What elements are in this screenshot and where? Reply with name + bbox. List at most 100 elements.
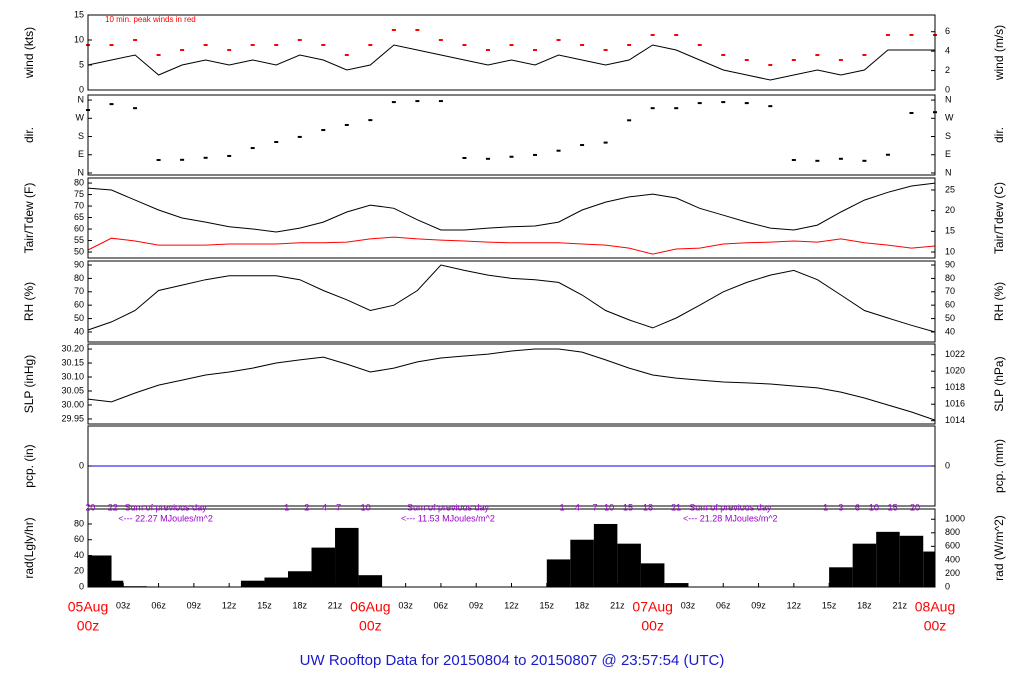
data-point bbox=[744, 102, 749, 105]
data-point bbox=[533, 49, 538, 51]
data-point bbox=[368, 119, 373, 122]
panel-frame bbox=[87, 94, 936, 176]
y-axis-label: dir. bbox=[22, 127, 36, 143]
y2-tick-label: 600 bbox=[945, 541, 960, 551]
sum-label: Sum of previous day bbox=[407, 502, 490, 512]
y-tick-label: 10 bbox=[74, 34, 84, 44]
data-point bbox=[697, 44, 702, 46]
data-point bbox=[697, 102, 702, 105]
data-point bbox=[415, 100, 420, 103]
y-axis-label: SLP (inHg) bbox=[22, 355, 36, 413]
date-label: 07Aug bbox=[632, 599, 672, 615]
y2-tick-label: 1014 bbox=[945, 415, 965, 425]
area-bar bbox=[664, 583, 688, 587]
y-tick-label: 70 bbox=[74, 200, 84, 210]
y2-tick-label: 400 bbox=[945, 554, 960, 564]
y-tick-label: N bbox=[78, 94, 85, 104]
area-bar bbox=[852, 543, 877, 587]
y2-tick-label: N bbox=[945, 94, 952, 104]
x-tick-label: 03z bbox=[116, 600, 131, 610]
date-hour-label: 00z bbox=[924, 618, 947, 634]
panel-frame bbox=[87, 14, 936, 91]
data-point bbox=[556, 39, 561, 41]
data-point bbox=[462, 156, 467, 159]
y2-tick-label: 1020 bbox=[945, 366, 965, 376]
y-axis-label: wind (kts) bbox=[22, 27, 36, 79]
hour-mark: 15 bbox=[888, 502, 898, 512]
hour-mark: 4 bbox=[575, 502, 580, 512]
hour-mark: 22 bbox=[108, 502, 118, 512]
y2-tick-label: 40 bbox=[945, 326, 955, 336]
hour-mark: 18 bbox=[643, 502, 653, 512]
data-point bbox=[180, 49, 185, 51]
sum-value: <--- 21.28 MJoules/m^2 bbox=[683, 513, 778, 523]
y-tick-label: 75 bbox=[74, 189, 84, 199]
y2-tick-label: W bbox=[945, 113, 954, 123]
area-bar bbox=[335, 527, 359, 587]
y-tick-label: 30.00 bbox=[61, 399, 84, 409]
y-tick-label: 0 bbox=[79, 460, 84, 470]
data-point bbox=[791, 159, 796, 162]
y-tick-label: 5 bbox=[79, 59, 84, 69]
x-tick-label: 21z bbox=[610, 600, 625, 610]
data-point bbox=[391, 101, 396, 104]
x-tick-label: 06z bbox=[716, 600, 731, 610]
data-point bbox=[885, 34, 890, 36]
y2-tick-label: 6 bbox=[945, 26, 950, 36]
area-bar bbox=[617, 543, 641, 587]
data-point bbox=[627, 44, 632, 46]
data-point bbox=[133, 39, 138, 41]
y2-tick-label: 20 bbox=[945, 205, 955, 215]
hour-mark: 20 bbox=[910, 502, 920, 512]
x-tick-label: 12z bbox=[787, 600, 802, 610]
y-tick-label: 60 bbox=[74, 534, 84, 544]
y-tick-label: N bbox=[78, 167, 85, 177]
data-point bbox=[509, 44, 514, 46]
y2-tick-label: 10 bbox=[945, 246, 955, 256]
y-tick-label: 40 bbox=[74, 326, 84, 336]
y-tick-label: 0 bbox=[79, 84, 84, 94]
hour-mark: 6 bbox=[855, 502, 860, 512]
x-tick-label: 21z bbox=[892, 600, 907, 610]
y-axis-label: Tair/Tdew (F) bbox=[22, 183, 36, 254]
hour-mark: 10 bbox=[869, 502, 879, 512]
y2-tick-label: 90 bbox=[945, 259, 955, 269]
y2-tick-label: 70 bbox=[945, 286, 955, 296]
y-tick-label: 29.95 bbox=[61, 413, 84, 423]
data-point bbox=[862, 54, 867, 56]
y-tick-label: 15 bbox=[74, 9, 84, 19]
x-tick-label: 03z bbox=[398, 600, 413, 610]
data-point bbox=[650, 107, 655, 110]
data-point bbox=[533, 153, 538, 156]
area-bar bbox=[570, 539, 594, 587]
data-line bbox=[87, 236, 936, 255]
y2-tick-label: 50 bbox=[945, 313, 955, 323]
hour-mark: 7 bbox=[336, 502, 341, 512]
y2-axis-label: SLP (hPa) bbox=[992, 356, 1006, 411]
x-tick-label: 18z bbox=[575, 600, 590, 610]
area-bar bbox=[240, 580, 265, 587]
hour-mark: 10 bbox=[604, 502, 614, 512]
y-tick-label: 30.20 bbox=[61, 343, 84, 353]
y-tick-label: 80 bbox=[74, 177, 84, 187]
data-point bbox=[485, 157, 490, 160]
x-tick-label: 03z bbox=[681, 600, 696, 610]
x-tick-label: 09z bbox=[469, 600, 484, 610]
data-line bbox=[87, 348, 936, 421]
y2-tick-label: 0 bbox=[945, 581, 950, 591]
y-tick-label: 30.15 bbox=[61, 357, 84, 367]
data-line bbox=[87, 182, 936, 233]
y-tick-label: 50 bbox=[74, 246, 84, 256]
data-point bbox=[674, 107, 679, 110]
data-point bbox=[180, 158, 185, 161]
hour-mark: 15 bbox=[623, 502, 633, 512]
x-tick-label: 18z bbox=[857, 600, 872, 610]
data-point bbox=[556, 149, 561, 152]
y-tick-label: 0 bbox=[79, 581, 84, 591]
area-bar bbox=[311, 547, 336, 587]
data-point bbox=[509, 155, 514, 158]
y2-tick-label: S bbox=[945, 131, 951, 141]
hour-mark: 1 bbox=[560, 502, 565, 512]
data-point bbox=[156, 159, 161, 162]
